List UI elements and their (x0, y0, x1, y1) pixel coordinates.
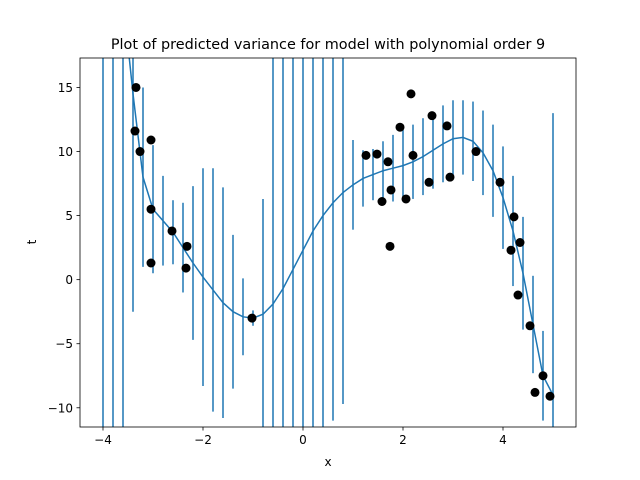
data-point (383, 157, 393, 167)
axes-frame (79, 57, 577, 428)
x-tick-label: −2 (194, 433, 212, 447)
y-axis-label: t (25, 239, 39, 244)
y-tick-label: 15 (58, 81, 73, 95)
data-point (509, 212, 519, 222)
plot-area (102, 58, 555, 427)
data-point (247, 313, 257, 323)
x-tick-label: 0 (299, 433, 307, 447)
data-point (445, 172, 455, 182)
data-point (538, 371, 548, 381)
data-point (471, 147, 481, 157)
y-tick-label: 0 (65, 273, 73, 287)
data-point (406, 89, 416, 99)
data-point (530, 387, 540, 397)
data-point (146, 204, 156, 214)
data-point (525, 321, 535, 331)
data-point (545, 391, 555, 401)
y-tick-label: −10 (48, 401, 73, 415)
data-point (181, 263, 191, 273)
data-point (386, 185, 396, 195)
data-point (372, 149, 382, 159)
data-point (395, 122, 405, 132)
data-point (495, 177, 505, 187)
chart-title: Plot of predicted variance for model wit… (111, 37, 545, 53)
data-point (442, 121, 452, 131)
data-point (427, 111, 437, 121)
data-point (424, 177, 434, 187)
data-point (513, 290, 523, 300)
data-point (401, 194, 411, 204)
x-tick-label: 4 (499, 433, 507, 447)
data-point (506, 245, 516, 255)
data-point (146, 135, 156, 145)
data-point (385, 241, 395, 251)
data-point (377, 197, 387, 206)
data-point (515, 238, 525, 247)
y-tick-label: 5 (65, 209, 73, 223)
data-point (146, 258, 156, 268)
y-tick-label: 10 (58, 145, 73, 159)
x-tick-label: −4 (94, 433, 112, 447)
data-point (361, 150, 371, 160)
mean-line (128, 58, 554, 396)
data-point (167, 226, 177, 236)
x-tick-label: 2 (399, 433, 407, 447)
x-axis-label: x (324, 455, 331, 469)
data-point (182, 241, 192, 251)
data-point (408, 150, 418, 160)
data-point (130, 126, 140, 136)
data-point (135, 147, 145, 157)
data-point (131, 82, 141, 92)
y-tick-label: −5 (55, 337, 73, 351)
